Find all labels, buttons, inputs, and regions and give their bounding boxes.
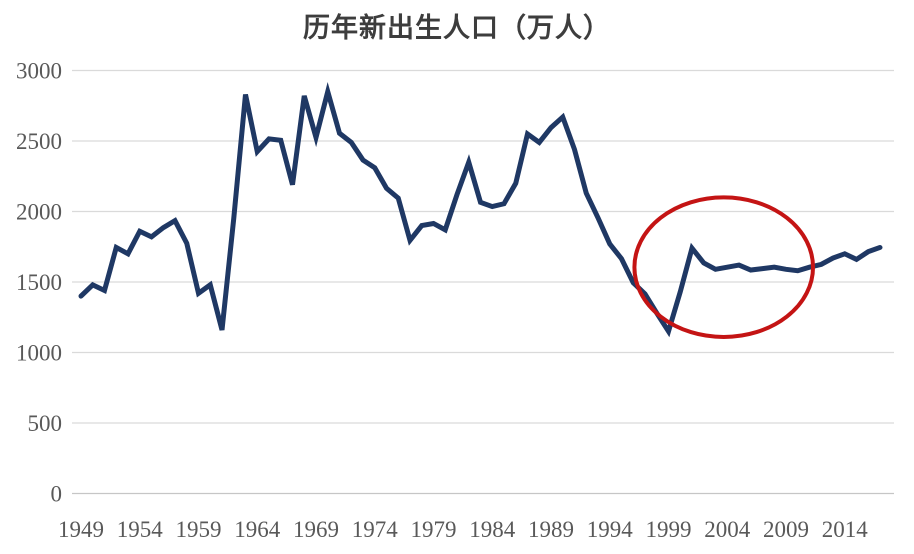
x-axis-tick-label: 1964 bbox=[234, 517, 281, 542]
x-axis-tick-label: 1999 bbox=[646, 517, 692, 542]
y-axis-tick-label: 3000 bbox=[16, 59, 62, 84]
x-axis-tick-label: 1989 bbox=[528, 517, 574, 542]
birth-trend-line bbox=[78, 82, 883, 338]
x-axis-tick-label: 1979 bbox=[411, 517, 457, 542]
y-axis-tick-label: 500 bbox=[28, 411, 63, 436]
chart-title: 历年新出生人口（万人） bbox=[303, 13, 611, 43]
x-axis-tick-label: 2004 bbox=[704, 517, 751, 542]
x-axis-tick-label: 1969 bbox=[293, 517, 339, 542]
y-axis-tick-label: 2500 bbox=[16, 129, 62, 154]
y-axis-tick-label: 1500 bbox=[16, 270, 62, 295]
y-axis-tick-label: 0 bbox=[51, 482, 63, 507]
y-axis-tick-label: 2000 bbox=[16, 200, 62, 225]
y-axis-tick-label: 1000 bbox=[16, 341, 62, 366]
x-axis-tick-label: 1954 bbox=[117, 517, 164, 542]
x-axis-tick-label: 1974 bbox=[352, 517, 399, 542]
x-axis-tick-label: 1984 bbox=[469, 517, 516, 542]
x-axis-tick-label: 1959 bbox=[176, 517, 222, 542]
x-axis-tick-label: 2014 bbox=[822, 517, 869, 542]
x-axis-tick-label: 2009 bbox=[763, 517, 809, 542]
x-axis-tick-label: 1949 bbox=[58, 517, 104, 542]
x-axis-tick-label: 1994 bbox=[587, 517, 634, 542]
highlight-circle-annotation bbox=[632, 195, 816, 339]
